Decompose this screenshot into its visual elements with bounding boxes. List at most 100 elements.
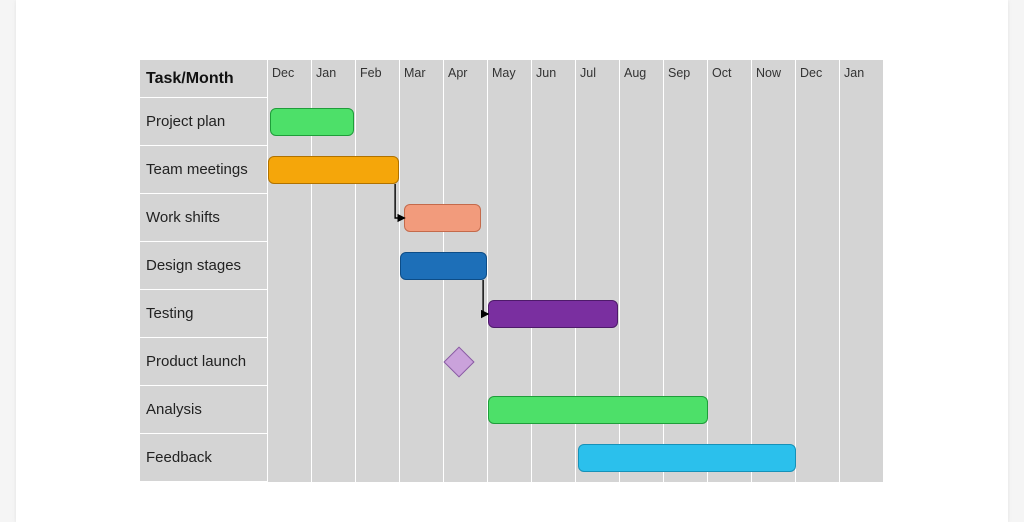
timeline-cell <box>444 338 488 386</box>
timeline-cell <box>796 386 840 434</box>
timeline-cell <box>488 98 532 146</box>
month-header: Apr <box>444 60 488 98</box>
timeline-cell <box>268 98 312 146</box>
timeline-cell <box>488 386 532 434</box>
timeline-cell <box>268 146 312 194</box>
timeline-cell <box>708 290 752 338</box>
timeline-cell <box>752 98 796 146</box>
timeline-cell <box>400 146 444 194</box>
timeline-cell <box>576 434 620 482</box>
timeline-cell <box>620 290 664 338</box>
task-label: Project plan <box>140 98 268 146</box>
timeline-cell <box>356 338 400 386</box>
timeline-cell <box>752 290 796 338</box>
gantt-header-row: Task/Month DecJanFebMarAprMayJunJulAugSe… <box>140 60 884 98</box>
timeline-cell <box>268 338 312 386</box>
timeline-cell <box>620 242 664 290</box>
timeline-cell <box>356 386 400 434</box>
gantt-row: Product launch <box>140 338 884 386</box>
timeline-cell <box>796 338 840 386</box>
timeline-cell <box>576 146 620 194</box>
timeline-cell <box>356 242 400 290</box>
timeline-cell <box>444 434 488 482</box>
timeline-cell <box>312 290 356 338</box>
month-header: Mar <box>400 60 444 98</box>
timeline-cell <box>488 290 532 338</box>
timeline-cell <box>796 434 840 482</box>
timeline-cell <box>840 146 884 194</box>
timeline-cell <box>796 194 840 242</box>
gantt-row: Work shifts <box>140 194 884 242</box>
month-header: Jan <box>840 60 884 98</box>
timeline-cell <box>444 194 488 242</box>
timeline-cell <box>268 386 312 434</box>
timeline-cell <box>664 242 708 290</box>
timeline-cell <box>840 194 884 242</box>
timeline-cell <box>576 338 620 386</box>
timeline-cell <box>488 434 532 482</box>
timeline-cell <box>400 434 444 482</box>
timeline-cell <box>488 146 532 194</box>
timeline-cell <box>752 386 796 434</box>
timeline-cell <box>488 194 532 242</box>
timeline-cell <box>444 242 488 290</box>
timeline-cell <box>400 98 444 146</box>
timeline-cell <box>752 194 796 242</box>
timeline-cell <box>312 242 356 290</box>
timeline-cell <box>356 146 400 194</box>
timeline-cell <box>752 434 796 482</box>
month-header: Sep <box>664 60 708 98</box>
month-header: Now <box>752 60 796 98</box>
timeline-cell <box>664 290 708 338</box>
gantt-body: Project planTeam meetingsWork shiftsDesi… <box>140 98 884 482</box>
timeline-cell <box>356 98 400 146</box>
timeline-cell <box>796 290 840 338</box>
timeline-cell <box>708 98 752 146</box>
timeline-cell <box>840 242 884 290</box>
timeline-cell <box>532 242 576 290</box>
timeline-cell <box>840 386 884 434</box>
timeline-cell <box>576 386 620 434</box>
timeline-cell <box>444 146 488 194</box>
timeline-cell <box>400 242 444 290</box>
timeline-cell <box>620 194 664 242</box>
timeline-cell <box>620 386 664 434</box>
month-header: Dec <box>796 60 840 98</box>
timeline-cell <box>576 290 620 338</box>
timeline-cell <box>620 338 664 386</box>
timeline-cell <box>268 242 312 290</box>
timeline-cell <box>268 194 312 242</box>
timeline-cell <box>664 434 708 482</box>
month-header: Feb <box>356 60 400 98</box>
month-header: Dec <box>268 60 312 98</box>
timeline-cell <box>664 386 708 434</box>
timeline-cell <box>312 338 356 386</box>
timeline-cell <box>444 98 488 146</box>
task-label: Team meetings <box>140 146 268 194</box>
timeline-cell <box>444 386 488 434</box>
gantt-row: Feedback <box>140 434 884 482</box>
timeline-cell <box>532 290 576 338</box>
gantt-row: Team meetings <box>140 146 884 194</box>
timeline-cell <box>400 386 444 434</box>
timeline-cell <box>708 434 752 482</box>
gantt-row: Testing <box>140 290 884 338</box>
timeline-cell <box>708 146 752 194</box>
gantt-chart: Task/Month DecJanFebMarAprMayJunJulAugSe… <box>140 60 884 482</box>
timeline-cell <box>444 290 488 338</box>
timeline-cell <box>532 146 576 194</box>
timeline-cell <box>620 434 664 482</box>
timeline-cell <box>268 290 312 338</box>
timeline-cell <box>796 146 840 194</box>
month-header: Oct <box>708 60 752 98</box>
timeline-cell <box>312 434 356 482</box>
task-label: Testing <box>140 290 268 338</box>
timeline-cell <box>708 386 752 434</box>
timeline-cell <box>312 386 356 434</box>
task-label: Feedback <box>140 434 268 482</box>
timeline-cell <box>356 194 400 242</box>
timeline-cell <box>708 194 752 242</box>
timeline-cell <box>400 194 444 242</box>
timeline-cell <box>312 146 356 194</box>
timeline-cell <box>356 434 400 482</box>
